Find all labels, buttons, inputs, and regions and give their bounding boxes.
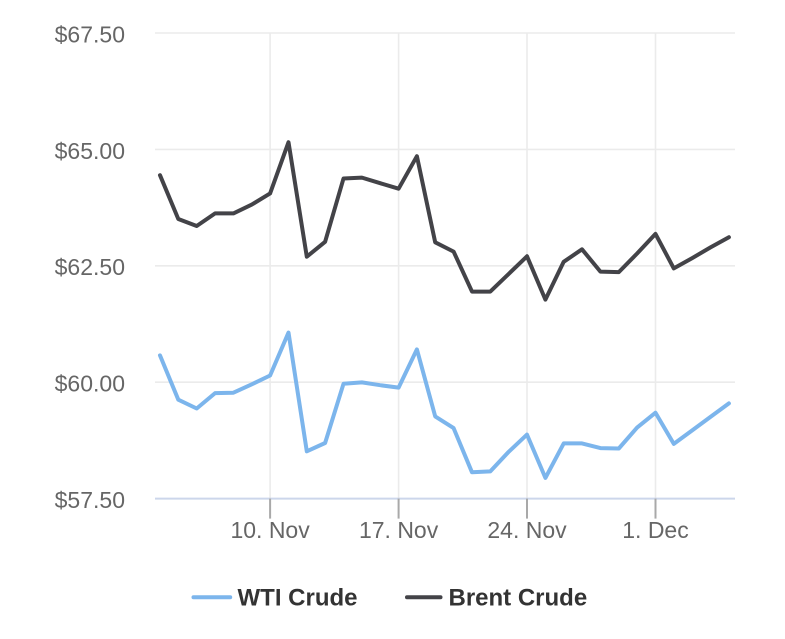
svg-text:$62.50: $62.50 — [55, 254, 125, 280]
svg-text:10. Nov: 10. Nov — [230, 517, 310, 543]
svg-text:$60.00: $60.00 — [55, 371, 125, 397]
svg-text:WTI Crude: WTI Crude — [238, 585, 358, 612]
svg-text:$65.00: $65.00 — [55, 138, 125, 164]
svg-text:24. Nov: 24. Nov — [487, 517, 567, 543]
svg-text:$57.50: $57.50 — [55, 487, 125, 513]
svg-text:$67.50: $67.50 — [55, 21, 125, 47]
svg-text:17. Nov: 17. Nov — [359, 517, 439, 543]
svg-text:Brent Crude: Brent Crude — [449, 585, 588, 612]
svg-text:1. Dec: 1. Dec — [622, 517, 688, 543]
